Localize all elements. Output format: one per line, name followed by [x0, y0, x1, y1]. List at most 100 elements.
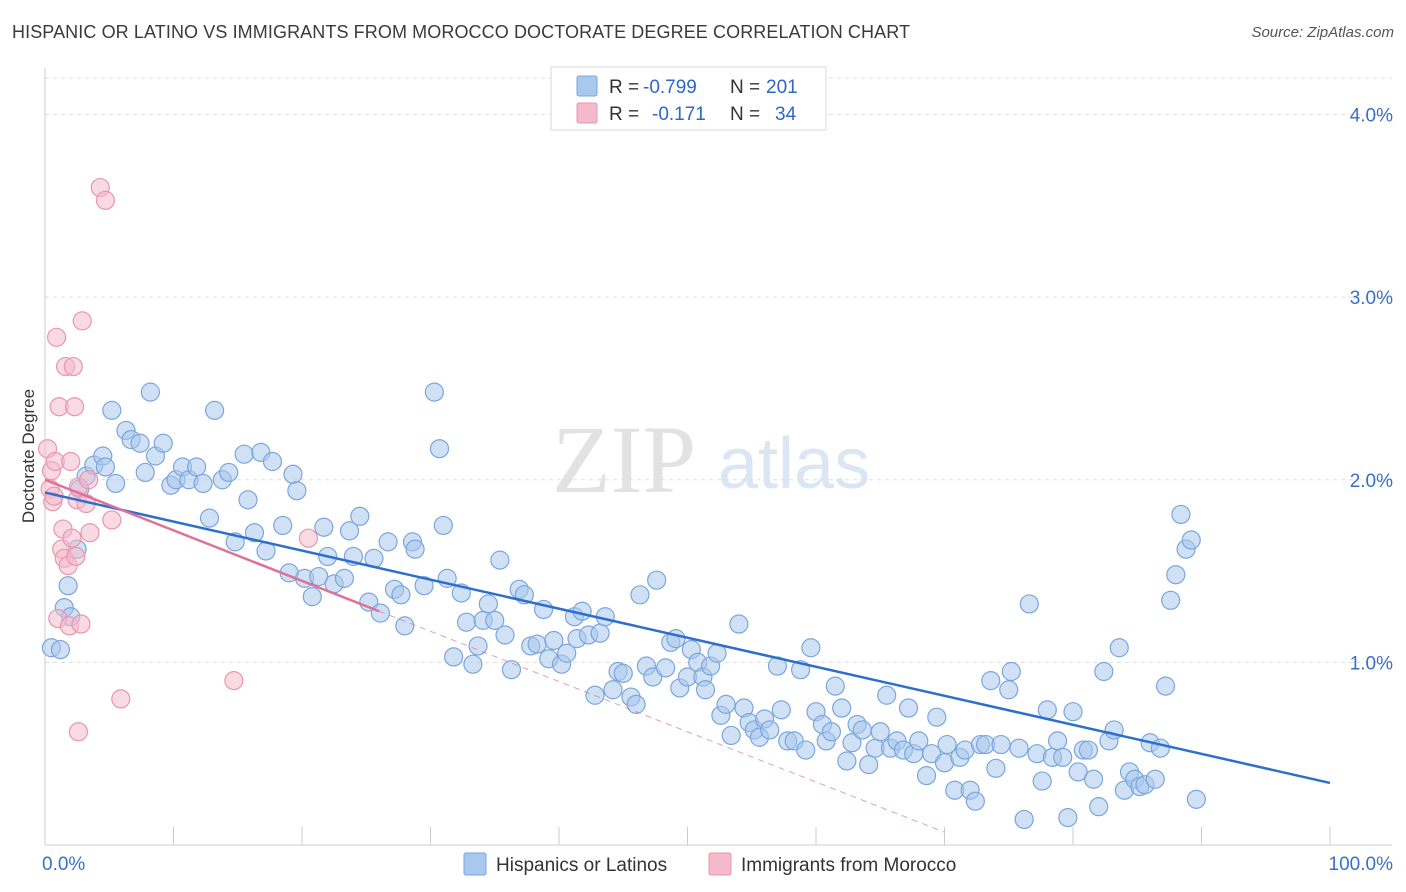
- hispanics-point: [821, 722, 842, 742]
- bottom-legend-label-hispanics: Hispanics or Latinos: [496, 855, 667, 876]
- y-tick-label-0: 1.0%: [1350, 653, 1393, 674]
- legend-n-label-2: N =: [730, 104, 760, 125]
- hispanics-point: [916, 766, 937, 786]
- hispanics-point: [405, 539, 425, 559]
- x-tick-labels: 0.0% 100.0%: [42, 854, 1393, 875]
- hispanics-point: [630, 585, 650, 605]
- hispanics-point: [1078, 740, 1099, 760]
- hispanics-point: [199, 508, 220, 528]
- hispanics-point: [760, 720, 780, 740]
- hispanics-point: [193, 473, 213, 494]
- hispanics-point: [309, 566, 329, 587]
- hispanics-point: [557, 643, 577, 663]
- hispanics-point: [391, 585, 411, 605]
- hispanics-point: [1058, 808, 1078, 828]
- hispanics-point: [339, 521, 360, 541]
- trend-line-morocco: [44, 478, 380, 613]
- hispanics-point: [219, 462, 239, 483]
- hispanics-point: [527, 634, 547, 654]
- hispanics-point: [1068, 762, 1088, 782]
- morocco-point: [72, 311, 92, 331]
- y-axis-label: Doctorate Degree: [19, 389, 38, 523]
- bottom-legend: Hispanics or Latinos Immigrants from Mor…: [463, 852, 956, 876]
- hispanics-point: [1186, 789, 1206, 809]
- hispanics-point: [842, 733, 862, 753]
- morocco-point: [61, 451, 81, 472]
- hispanics-point: [590, 623, 610, 643]
- x-tick-label-0: 0.0%: [42, 854, 85, 875]
- hispanics-point: [244, 523, 265, 543]
- hispanics-point: [991, 734, 1011, 755]
- morocco-point: [95, 190, 115, 210]
- legend-r-label-1: R =: [609, 77, 639, 98]
- hispanics-point: [1037, 700, 1057, 720]
- hispanics-point: [1053, 747, 1073, 767]
- watermark-atlas: atlas: [718, 424, 870, 504]
- hispanics-point: [1109, 638, 1129, 658]
- hispanics-point: [1019, 594, 1039, 614]
- morocco-point: [80, 523, 100, 543]
- hispanics-point: [1145, 769, 1165, 789]
- hispanics-point: [1083, 769, 1104, 789]
- hispanics-point: [626, 694, 646, 714]
- hispanics-point: [544, 630, 564, 651]
- hispanics-point: [859, 755, 879, 775]
- hispanics-point: [50, 639, 71, 660]
- hispanics-point: [981, 671, 1001, 691]
- hispanics-point: [273, 515, 293, 536]
- hispanics-point: [468, 636, 488, 656]
- hispanics-point: [135, 462, 155, 483]
- hispanics-point: [1094, 661, 1114, 682]
- y-tick-label-1: 2.0%: [1350, 471, 1393, 492]
- morocco-point: [68, 722, 89, 742]
- hispanics-point: [187, 457, 207, 477]
- legend-n-value-2: 34: [775, 104, 797, 125]
- legend-n-value-1: 201: [766, 77, 798, 98]
- hispanics-point: [870, 722, 890, 742]
- hispanics-point: [140, 382, 160, 402]
- hispanics-point: [58, 576, 78, 596]
- hispanics-point: [378, 532, 398, 552]
- hispanics-point: [490, 550, 510, 570]
- hispanics-point: [771, 700, 791, 720]
- hispanics-point: [937, 734, 957, 755]
- hispanics-point: [1155, 676, 1176, 696]
- hispanics-point: [1166, 565, 1186, 585]
- hispanics-point: [1063, 702, 1083, 722]
- legend-r-value-1: -0.799: [643, 77, 697, 98]
- hispanics-point: [302, 587, 322, 607]
- hispanics-point: [234, 444, 254, 464]
- hispanics-point: [283, 464, 303, 484]
- hispanics-point: [429, 439, 450, 459]
- legend-n-label-1: N =: [730, 77, 760, 98]
- trend-line-hispanics: [44, 491, 1331, 785]
- hispanics-point: [898, 698, 919, 718]
- y-tick-label-2: 3.0%: [1350, 288, 1393, 309]
- hispanics-point: [1181, 530, 1201, 550]
- hispanics-point: [1014, 809, 1034, 830]
- trend-line-morocco-extended: [378, 610, 945, 833]
- hispanics-point: [395, 616, 415, 636]
- bottom-legend-swatch-hispanics: [463, 852, 487, 876]
- morocco-point: [62, 528, 82, 548]
- hispanics-point: [666, 629, 686, 649]
- hispanics-point: [478, 594, 498, 614]
- watermark-zip: ZIP: [552, 406, 696, 513]
- hispanics-point: [1171, 504, 1191, 525]
- legend-r-label-2: R =: [609, 104, 639, 125]
- hispanics-point: [1001, 661, 1021, 682]
- y-tick-label-3: 4.0%: [1350, 106, 1393, 127]
- hispanics-point: [456, 612, 477, 632]
- morocco-point: [102, 510, 122, 530]
- legend-r-value-2: -0.171: [652, 104, 706, 125]
- hispanics-point: [433, 515, 453, 536]
- hispanics-point: [463, 654, 483, 674]
- morocco-point: [66, 546, 86, 567]
- hispanics-point: [1161, 590, 1181, 610]
- legend: R = -0.799 N = 201 R = -0.171 N = 34: [550, 66, 827, 131]
- hispanics-point: [314, 517, 334, 537]
- hispanics-point: [238, 490, 258, 510]
- hispanics-point: [721, 725, 741, 746]
- hispanics-point: [334, 568, 355, 588]
- morocco-point: [71, 614, 91, 634]
